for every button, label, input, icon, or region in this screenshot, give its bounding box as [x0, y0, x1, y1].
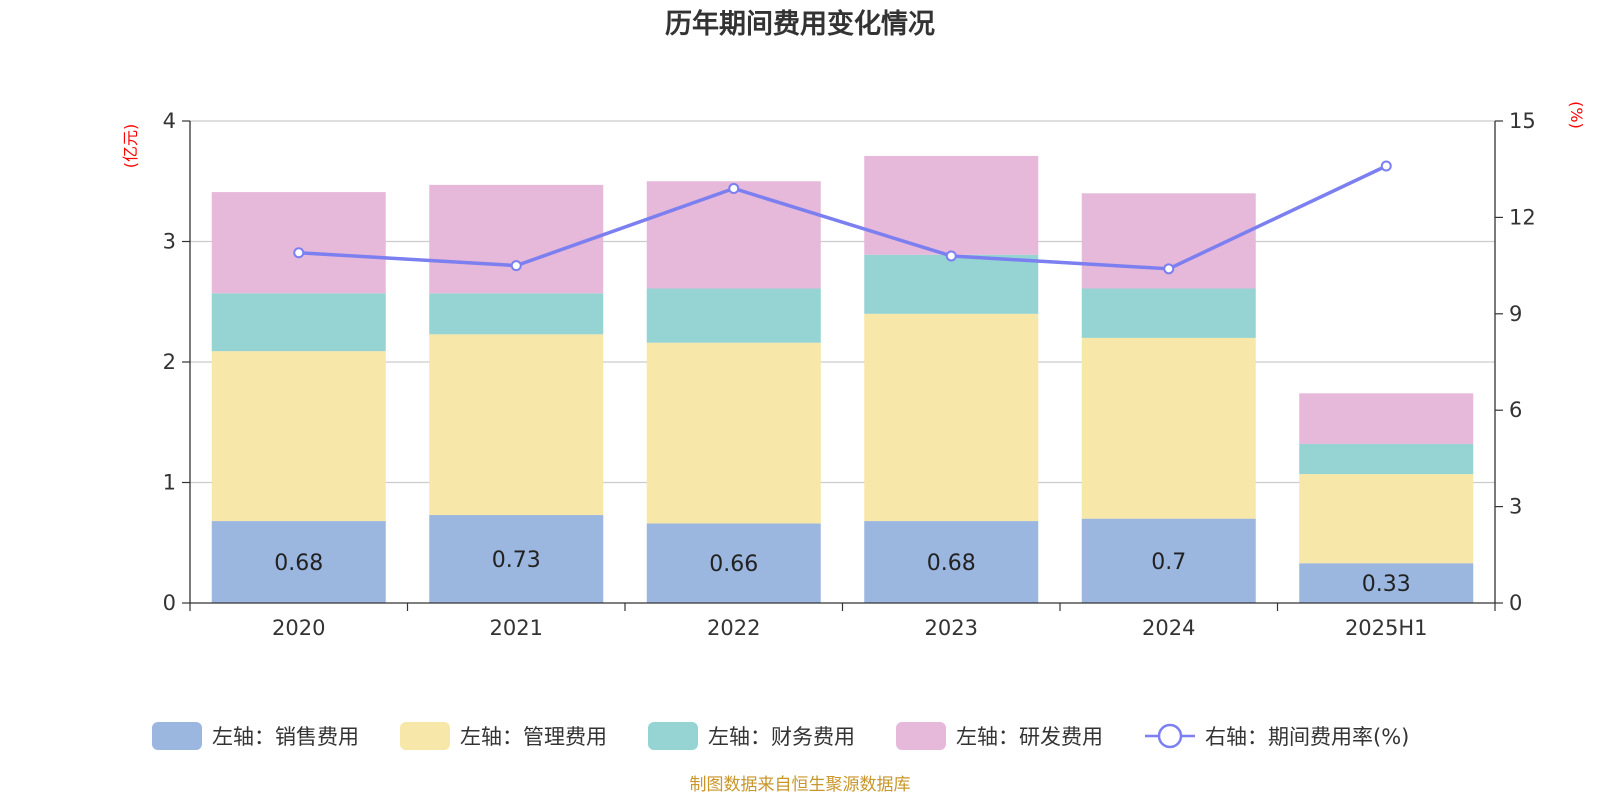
- rate-point: [1163, 263, 1175, 275]
- bar-segment-2: [646, 288, 821, 343]
- bar-segment-3: [864, 155, 1039, 255]
- bar-segment-2: [211, 293, 386, 352]
- legend-swatch[interactable]: [648, 722, 698, 750]
- legend-label[interactable]: 左轴：财务费用: [708, 725, 855, 749]
- bar-segment-1: [211, 351, 386, 522]
- bar-segment-1: [1081, 337, 1256, 519]
- right-axis-unit: (%): [1567, 101, 1586, 129]
- legend-label[interactable]: 右轴：期间费用率(%): [1205, 725, 1409, 749]
- rate-point: [510, 260, 522, 272]
- bar-segment-1: [646, 342, 821, 524]
- x-tick-label: 2021: [490, 616, 543, 640]
- bar-value-label: 0.7: [1151, 550, 1186, 575]
- source-note: 制图数据来自恒生聚源数据库: [690, 775, 911, 795]
- legend-label[interactable]: 左轴：销售费用: [212, 725, 359, 749]
- legend-swatch[interactable]: [152, 722, 202, 750]
- legend-label[interactable]: 左轴：管理费用: [460, 725, 607, 749]
- legend[interactable]: 左轴：销售费用 左轴：管理费用 左轴：财务费用 左轴：研发费用 右轴：期间费用率(%): [152, 722, 1409, 750]
- right-tick-label: 12: [1509, 205, 1536, 229]
- bar-segment-0: [211, 521, 386, 603]
- legend-marker[interactable]: [1157, 723, 1183, 749]
- x-tick-label: 2022: [707, 616, 760, 640]
- bar-value-label: 0.68: [274, 551, 323, 576]
- bar-layer: [211, 155, 1474, 603]
- legend-label[interactable]: 左轴：研发费用: [956, 725, 1103, 749]
- bar-segment-0: [864, 521, 1039, 603]
- left-tick-label: 4: [163, 109, 176, 133]
- chart-title: 历年期间费用变化情况: [665, 8, 935, 40]
- right-tick-label: 6: [1509, 398, 1522, 422]
- legend-swatch[interactable]: [896, 722, 946, 750]
- bar-segment-0: [1299, 563, 1474, 603]
- bar-segment-1: [864, 313, 1039, 522]
- left-axis-unit: (亿元): [121, 124, 140, 169]
- left-tick-label: 3: [163, 230, 176, 254]
- x-tick-label: 2020: [272, 616, 325, 640]
- bar-segment-0: [646, 523, 821, 603]
- x-tick-label: 2025H1: [1345, 616, 1428, 640]
- rate-point: [945, 250, 957, 262]
- bar-segment-0: [1081, 518, 1256, 603]
- data-labels: 0.68 0.73 0.66 0.68 0.7 0.33: [274, 548, 1410, 597]
- x-tick-label: 2024: [1142, 616, 1195, 640]
- bar-value-label: 0.66: [709, 552, 758, 577]
- bar-segment-3: [1299, 393, 1474, 444]
- bar-segment-3: [646, 181, 821, 289]
- bar-segment-1: [1299, 474, 1474, 564]
- bar-segment-1: [429, 334, 604, 516]
- bar-value-label: 0.68: [927, 551, 976, 576]
- rate-point: [1380, 160, 1392, 172]
- bar-segment-0: [429, 515, 604, 603]
- right-tick-label: 9: [1509, 302, 1522, 326]
- left-tick-label: 0: [163, 591, 176, 615]
- bar-segment-2: [864, 254, 1039, 314]
- bar-segment-2: [429, 293, 604, 335]
- bar-segment-2: [1299, 443, 1474, 475]
- line-layer: [293, 160, 1392, 275]
- right-tick-label: 0: [1509, 591, 1522, 615]
- bar-segment-3: [429, 184, 604, 294]
- bar-value-label: 0.73: [492, 548, 541, 573]
- bar-value-label: 0.33: [1362, 572, 1411, 597]
- x-tick-label: 2023: [925, 616, 978, 640]
- left-tick-label: 1: [163, 471, 176, 495]
- right-tick-label: 3: [1509, 495, 1522, 519]
- legend-swatch[interactable]: [400, 722, 450, 750]
- bar-segment-3: [211, 192, 386, 294]
- bar-segment-2: [1081, 288, 1256, 338]
- rate-point: [293, 247, 305, 259]
- rate-point: [728, 182, 740, 194]
- right-tick-label: 15: [1509, 109, 1536, 133]
- grid-lines: [190, 120, 1495, 484]
- rate-line: [298, 164, 1387, 271]
- left-tick-label: 2: [163, 350, 176, 374]
